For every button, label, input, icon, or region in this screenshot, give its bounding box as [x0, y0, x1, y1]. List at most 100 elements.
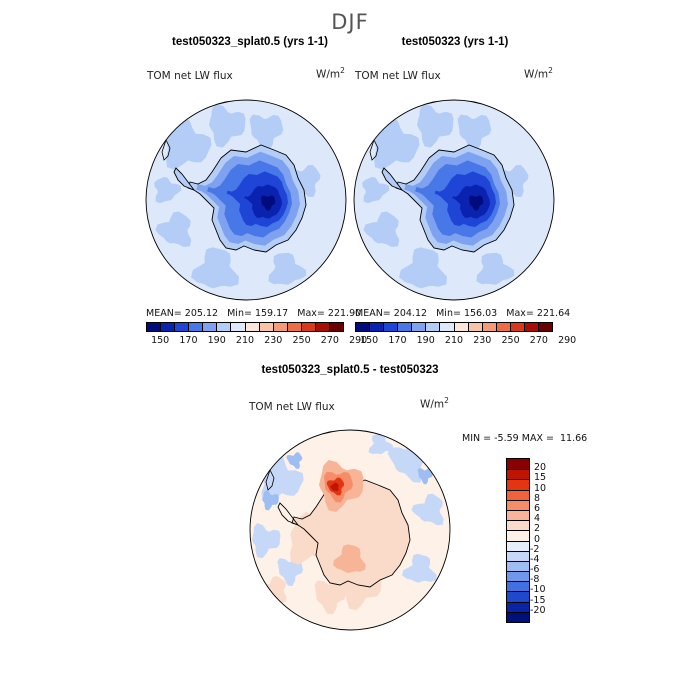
- colorbar-swatch: [507, 540, 529, 551]
- colorbar-tick-label: 170: [179, 335, 198, 346]
- colorbar-tick-label: 8: [534, 492, 541, 504]
- diff-min-label: MIN =: [462, 433, 492, 444]
- colorbar-tick-label: 210: [235, 335, 255, 346]
- colorbar-swatch: [147, 323, 162, 331]
- colorbar-swatch: [161, 323, 176, 331]
- panel2-title: test050323 (yrs 1-1): [401, 36, 509, 48]
- panel1-colorbar-ticks: 150 170 190 210 230 250 270 290: [146, 335, 367, 347]
- colorbar-tick-label: 4: [534, 513, 541, 525]
- colorbar-swatch: [507, 560, 529, 572]
- colorbar-tick-label: -15: [530, 594, 546, 606]
- colorbar-swatch: [468, 323, 483, 331]
- colorbar-swatch: [507, 509, 529, 521]
- colorbar-swatch: [507, 499, 529, 510]
- colorbar-tick-label: 290: [349, 335, 368, 346]
- colorbar-swatch: [189, 323, 204, 331]
- panel2-min-label: Min=: [436, 308, 461, 319]
- colorbar-swatch: [507, 520, 529, 531]
- colorbar-swatch: [330, 323, 344, 331]
- colorbar-tick-label: -6: [530, 564, 540, 576]
- panel1-polar-map: [145, 99, 347, 301]
- diff-colorbar-ticks: 20 15 10 8 6 4 2 0 -2 -4 -6 -8 -10 -15 -20: [530, 458, 574, 621]
- diff-panel-title: test050323_splat0.5 - test050323: [261, 364, 439, 376]
- colorbar-tick-label: 270: [320, 335, 339, 346]
- colorbar-swatch: [398, 323, 413, 331]
- panel2-colorbar-ticks: 150 170 190 210 230 250 270 290: [355, 335, 576, 347]
- panel1-stats: MEAN= 205.12 Min= 159.17 Max= 221.90: [146, 308, 361, 319]
- colorbar-swatch: [426, 323, 441, 331]
- colorbar-tick-label: -10: [530, 584, 546, 596]
- colorbar-swatch: [482, 323, 497, 331]
- colorbar-tick-label: -8: [530, 574, 540, 586]
- colorbar-tick-label: 230: [473, 335, 492, 346]
- diff-panel-variable-label: TOM net LW flux: [249, 401, 335, 413]
- colorbar-swatch: [412, 323, 427, 331]
- colorbar-tick-label: 15: [534, 472, 547, 484]
- colorbar-swatch: [507, 550, 529, 561]
- diff-stats: MIN = -5.59 MAX = 11.66: [462, 433, 587, 444]
- colorbar-swatch: [507, 469, 529, 480]
- colorbar-swatch: [259, 323, 274, 331]
- panel1-variable-label: TOM net LW flux: [147, 70, 233, 82]
- colorbar-tick-label: 270: [529, 335, 548, 346]
- panel2-min-value: 156.03: [463, 308, 498, 319]
- colorbar-tick-label: 2: [534, 523, 541, 535]
- diff-panel-unit-label: W/m2: [420, 396, 449, 411]
- panel1-colorbar: [146, 322, 344, 332]
- panel1-title: test050323_splat0.5 (yrs 1-1): [172, 36, 328, 48]
- colorbar-tick-label: 6: [534, 502, 541, 514]
- diff-polar-map: [249, 429, 451, 631]
- colorbar-tick-label: 20: [534, 462, 547, 474]
- diff-min-value: -5.59: [494, 433, 519, 444]
- colorbar-swatch: [273, 323, 288, 331]
- panel1-min-value: 159.17: [254, 308, 289, 319]
- colorbar-swatch: [524, 323, 540, 331]
- diff-colorbar: [506, 458, 530, 623]
- colorbar-swatch: [507, 530, 529, 541]
- colorbar-swatch: [440, 323, 455, 331]
- colorbar-swatch: [301, 323, 316, 331]
- colorbar-tick-label: 150: [151, 335, 170, 346]
- colorbar-tick-label: 0: [534, 533, 541, 545]
- season-title: DJF: [331, 10, 369, 34]
- colorbar-swatch: [217, 323, 232, 331]
- colorbar-swatch: [507, 459, 529, 470]
- colorbar-swatch: [356, 323, 371, 331]
- panel1-mean-label: MEAN=: [146, 308, 182, 319]
- panel1-max-value: 221.90: [327, 308, 362, 319]
- colorbar-tick-label: 190: [207, 335, 226, 346]
- colorbar-tick-label: -2: [530, 543, 540, 555]
- colorbar-swatch: [287, 323, 302, 331]
- panel2-max-label: Max=: [506, 308, 534, 319]
- colorbar-tick-label: 230: [264, 335, 283, 346]
- colorbar-swatch: [507, 581, 529, 592]
- colorbar-swatch: [175, 323, 190, 331]
- colorbar-tick-label: 250: [292, 335, 311, 346]
- colorbar-tick-label: 210: [444, 335, 464, 346]
- colorbar-swatch: [370, 323, 385, 331]
- colorbar-swatch: [507, 571, 529, 582]
- diff-max-value: 11.66: [559, 433, 588, 444]
- colorbar-swatch: [539, 323, 553, 331]
- colorbar-swatch: [203, 323, 218, 331]
- colorbar-swatch: [507, 601, 529, 612]
- colorbar-swatch: [507, 479, 529, 490]
- colorbar-tick-label: 10: [534, 482, 547, 494]
- colorbar-tick-label: 170: [388, 335, 407, 346]
- colorbar-swatch: [384, 323, 399, 331]
- panel2-colorbar: [355, 322, 553, 332]
- colorbar-swatch: [510, 323, 525, 331]
- colorbar-swatch: [454, 323, 469, 331]
- colorbar-swatch: [507, 489, 529, 500]
- colorbar-swatch: [507, 591, 529, 602]
- panel2-mean-value: 204.12: [393, 308, 428, 319]
- panel1-min-label: Min=: [227, 308, 252, 319]
- panel1-unit-label: W/m2: [316, 66, 345, 81]
- panel2-max-value: 221.64: [536, 308, 571, 319]
- diff-max-label: MAX =: [521, 433, 554, 444]
- panel1-max-label: Max=: [297, 308, 325, 319]
- colorbar-tick-label: 190: [416, 335, 435, 346]
- panel2-polar-map: [353, 99, 555, 301]
- colorbar-tick-label: 150: [360, 335, 379, 346]
- colorbar-swatch: [231, 323, 246, 331]
